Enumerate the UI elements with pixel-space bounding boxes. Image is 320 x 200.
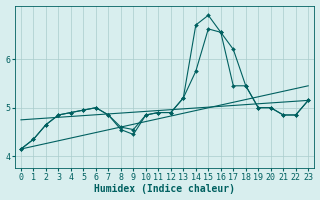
X-axis label: Humidex (Indice chaleur): Humidex (Indice chaleur): [94, 184, 235, 194]
